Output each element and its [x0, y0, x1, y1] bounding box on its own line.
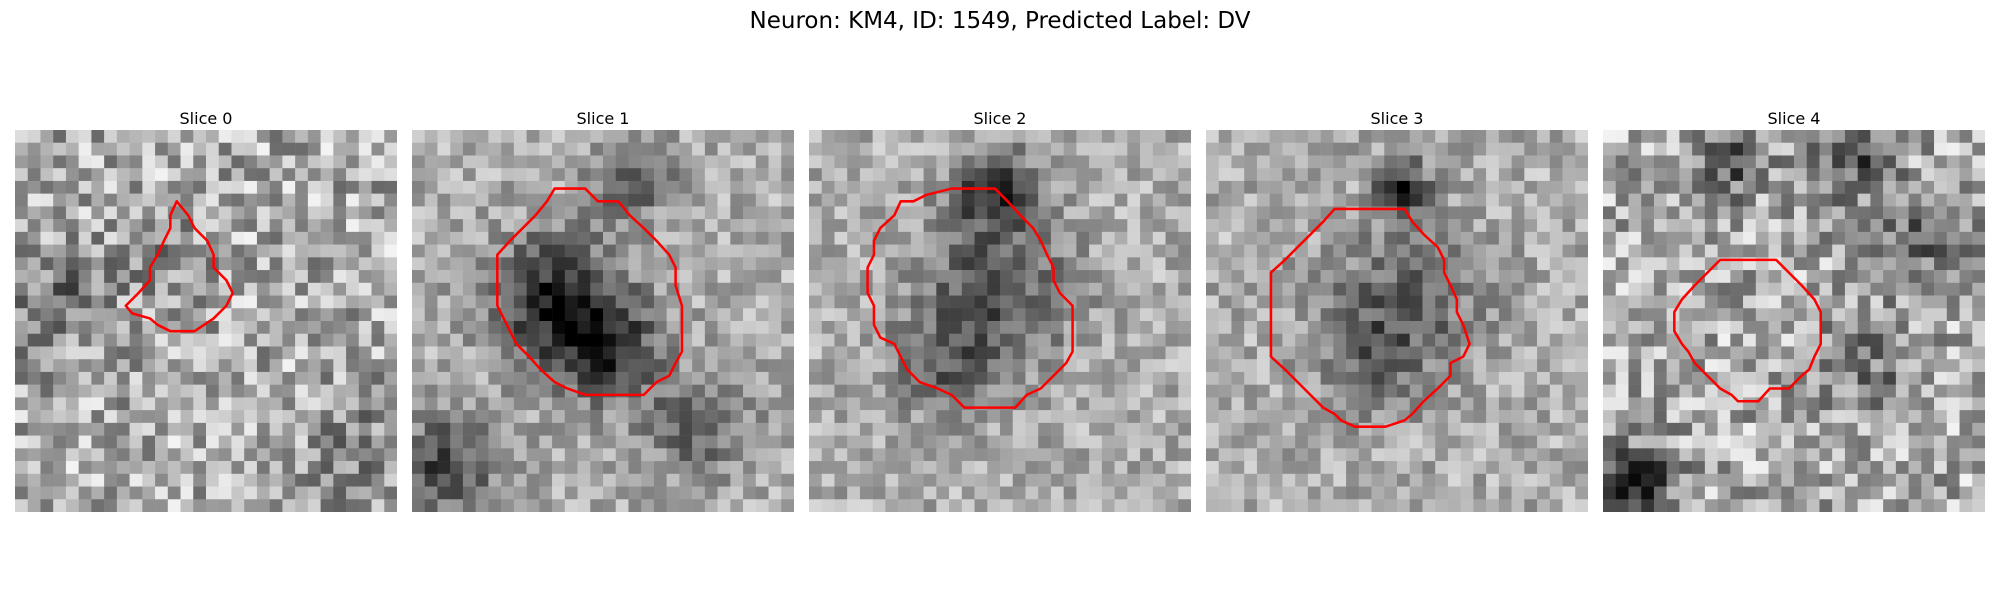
- slice-title: Slice 2: [973, 109, 1027, 128]
- pixel-grid: [1206, 130, 1588, 512]
- slice-image: [15, 130, 397, 512]
- slice-panel-4: Slice 4: [1603, 108, 1985, 512]
- slice-title: Slice 1: [576, 109, 630, 128]
- slice-image: [809, 130, 1191, 512]
- roi-contour: [496, 187, 684, 397]
- slice-image: [1206, 130, 1588, 512]
- slice-panel-2: Slice 2: [809, 108, 1191, 512]
- slice-panel-1: Slice 1: [412, 108, 794, 512]
- slice-title: Slice 4: [1767, 109, 1821, 128]
- pixel-grid: [1603, 130, 1985, 512]
- pixel-grid: [412, 130, 794, 512]
- pixel-grid: [15, 130, 397, 512]
- roi-contour: [866, 187, 1074, 409]
- slice-title: Slice 0: [179, 109, 233, 128]
- slice-title: Slice 3: [1370, 109, 1424, 128]
- roi-contour: [1269, 207, 1471, 428]
- slice-panel-0: Slice 0: [15, 108, 397, 512]
- pixel-grid: [809, 130, 1191, 512]
- slice-image: [412, 130, 794, 512]
- slice-panel-3: Slice 3: [1206, 108, 1588, 512]
- figure-title: Neuron: KM4, ID: 1549, Predicted Label: …: [749, 8, 1251, 34]
- roi-contour: [1673, 258, 1823, 403]
- slice-image: [1603, 130, 1985, 512]
- roi-contour: [124, 200, 235, 333]
